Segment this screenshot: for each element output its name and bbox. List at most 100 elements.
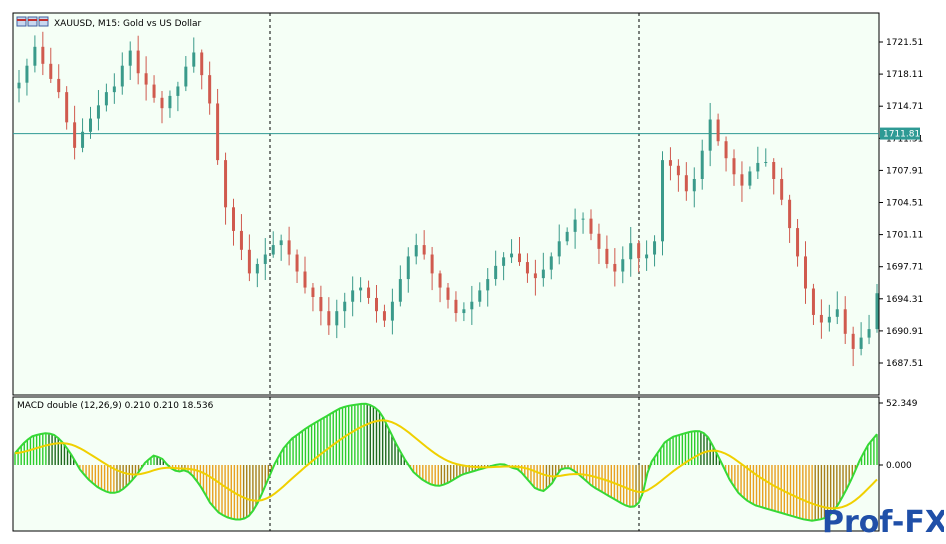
candle — [557, 224, 561, 265]
candle — [788, 194, 792, 243]
macd-line — [14, 402, 878, 522]
candle — [104, 83, 108, 112]
candle — [41, 31, 45, 76]
candles — [17, 31, 879, 367]
window-tile-icon[interactable] — [27, 16, 38, 27]
candle — [327, 297, 331, 335]
candle — [780, 167, 784, 206]
price-tag-label: 1711.81 — [883, 130, 920, 140]
window-cascade-icon[interactable] — [38, 16, 49, 27]
candle — [136, 35, 140, 85]
candle — [335, 299, 339, 339]
candle — [533, 259, 537, 296]
candle — [446, 282, 450, 309]
price-tick-label: 1694.31 — [886, 295, 923, 305]
candle — [700, 139, 704, 190]
candle — [81, 118, 85, 153]
candle — [375, 285, 378, 323]
candle — [867, 314, 871, 345]
candle — [597, 223, 601, 264]
candle — [359, 277, 363, 303]
candle — [510, 239, 514, 264]
candle — [645, 240, 649, 271]
candle — [367, 280, 371, 304]
price-axis: 1721.511718.111714.711711.311707.911704.… — [879, 38, 923, 369]
candle — [239, 214, 243, 261]
candle — [216, 88, 220, 165]
candle — [255, 258, 259, 288]
candle — [398, 265, 402, 307]
price-tick-label: 1697.71 — [886, 263, 923, 273]
candle — [525, 253, 529, 283]
candle — [160, 90, 164, 124]
candle — [224, 152, 228, 225]
candle — [120, 52, 124, 95]
price-tick-label: 1721.51 — [886, 38, 923, 48]
candle — [33, 35, 37, 73]
candle — [756, 146, 760, 179]
price-tag: 1711.81 — [880, 127, 920, 140]
symbol-header: XAUUSD, M15: Gold vs US Dollar — [16, 16, 202, 29]
candle — [311, 283, 315, 312]
candle — [382, 304, 386, 327]
candle — [502, 252, 506, 281]
candle — [581, 212, 585, 234]
candle — [494, 250, 498, 286]
price-tick-label: 1701.11 — [886, 231, 923, 241]
indicator-axis: 52.349 0.000 — [879, 399, 918, 471]
candle — [772, 158, 776, 195]
candle — [827, 304, 831, 332]
candle — [65, 86, 69, 130]
candle — [152, 75, 156, 103]
indicator-pane[interactable] — [12, 396, 880, 532]
candle — [486, 268, 490, 307]
candle — [319, 285, 323, 326]
candle — [112, 73, 116, 104]
candle — [263, 238, 267, 280]
candle — [684, 162, 688, 201]
signal-line — [14, 419, 878, 510]
candle — [748, 166, 752, 190]
candle — [128, 41, 132, 80]
candle — [57, 64, 61, 99]
indicator-title: MACD double (12,26,9) 0.210 0.210 18.536 — [17, 401, 214, 411]
candle — [184, 56, 188, 92]
candle — [96, 90, 100, 131]
candle — [430, 246, 434, 291]
candle — [176, 81, 180, 112]
price-tick-label: 1718.11 — [886, 70, 923, 80]
candle — [740, 161, 744, 202]
candle — [295, 249, 299, 284]
candle — [168, 90, 172, 118]
candle — [637, 240, 641, 273]
candle — [25, 58, 29, 96]
candle — [351, 276, 355, 317]
candle — [303, 256, 307, 294]
candle — [414, 233, 418, 265]
candle — [843, 296, 847, 344]
candle — [541, 252, 545, 287]
window-list-icon[interactable] — [16, 16, 27, 27]
candle — [49, 47, 53, 83]
candle — [851, 326, 855, 367]
candle — [796, 219, 800, 267]
candle — [192, 37, 196, 73]
candle — [232, 198, 235, 246]
candle — [613, 248, 617, 287]
indicator-tick-label: 52.349 — [886, 399, 918, 409]
candle — [144, 56, 148, 101]
candle — [478, 282, 482, 307]
price-tag-box — [880, 127, 920, 140]
candle — [208, 61, 212, 115]
candle — [605, 235, 609, 269]
candle — [17, 70, 21, 103]
candle — [708, 102, 712, 167]
candle — [343, 292, 347, 328]
prof-fx-logo: Prof-FX — [822, 505, 944, 540]
candle — [454, 291, 458, 322]
candle — [653, 235, 657, 267]
price-pane[interactable] — [12, 12, 880, 396]
candle — [811, 283, 815, 325]
prof-fx-logo-text: Prof-FX — [822, 505, 944, 540]
